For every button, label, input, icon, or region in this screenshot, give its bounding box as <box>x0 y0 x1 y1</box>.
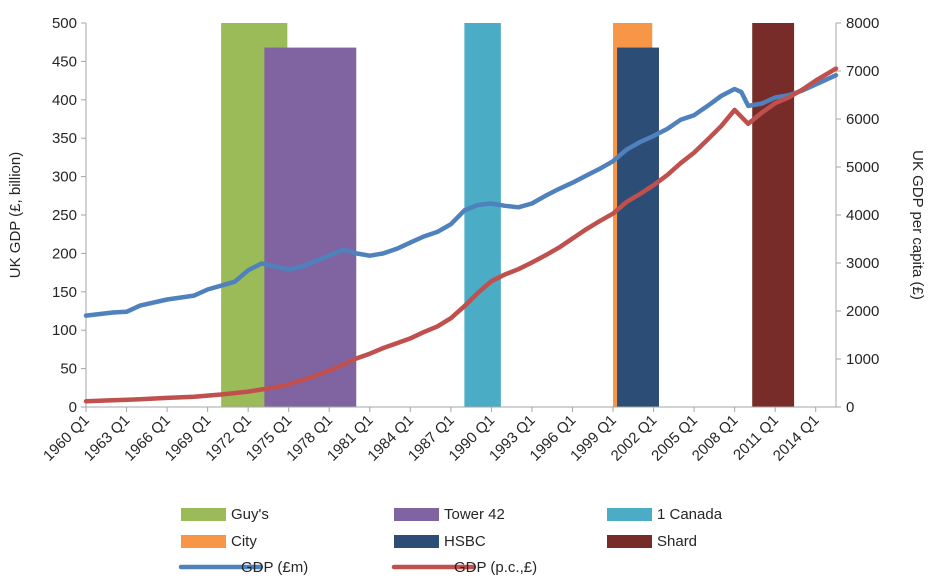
legend-swatch <box>607 535 652 548</box>
legend-swatch <box>181 508 226 521</box>
y-left-tick-label: 50 <box>60 361 77 378</box>
y-right-tick-label: 5000 <box>846 159 879 176</box>
y-left-tick-label: 200 <box>52 245 77 262</box>
series-line-gdp-m- <box>83 72 839 318</box>
legend-label: City <box>231 533 257 550</box>
legend-swatch <box>607 508 652 521</box>
legend-swatch <box>181 535 226 548</box>
y-left-tick-label: 350 <box>52 130 77 147</box>
legend-label: HSBC <box>444 533 486 550</box>
y-left-tick-label: 300 <box>52 169 77 186</box>
y-right-tick-label: 7000 <box>846 63 879 80</box>
y-right-tick-label: 3000 <box>846 255 879 272</box>
legend-label: GDP (p.c.,£) <box>454 559 537 576</box>
bar-tower-42 <box>264 47 357 408</box>
y-right-tick-label: 1000 <box>846 351 879 368</box>
bar-shard <box>752 23 795 407</box>
y-left-tick-label: 150 <box>52 284 77 301</box>
legend-label: GDP (£m) <box>241 559 308 576</box>
legend: Guy's Tower 42 1 Canada City HSBC Shard GDP (£… <box>178 506 723 576</box>
y-left-tick-label: 250 <box>52 207 77 224</box>
y-left-tick-label: 400 <box>52 92 77 109</box>
y-right-tick-label: 0 <box>846 399 854 416</box>
y-right-tick-label: 2000 <box>846 303 879 320</box>
legend-label: 1 Canada <box>657 506 723 523</box>
legend-swatch <box>394 535 439 548</box>
y-axis-right-title: UK GDP per capita (£) <box>909 150 926 300</box>
y-right-tick-label: 6000 <box>846 111 879 128</box>
legend-swatch <box>394 508 439 521</box>
bars-layer <box>221 23 795 408</box>
legend-label: Guy's <box>231 506 269 523</box>
bar-hsbc <box>617 47 659 408</box>
y-left-tick-label: 0 <box>69 399 77 416</box>
y-axis-left-title: UK GDP (£, billion) <box>7 152 24 278</box>
lines-layer <box>83 66 839 404</box>
bar-1-canada <box>464 23 501 407</box>
series-line-gdp-p-c- <box>83 66 839 404</box>
y-left-tick-label: 100 <box>52 322 77 339</box>
y-right-tick-label: 4000 <box>846 207 879 224</box>
y-left-tick-label: 500 <box>52 15 77 32</box>
legend-label: Shard <box>657 533 697 550</box>
legend-label: Tower 42 <box>444 506 505 523</box>
y-left-tick-label: 450 <box>52 53 77 70</box>
y-right-tick-label: 8000 <box>846 15 879 32</box>
